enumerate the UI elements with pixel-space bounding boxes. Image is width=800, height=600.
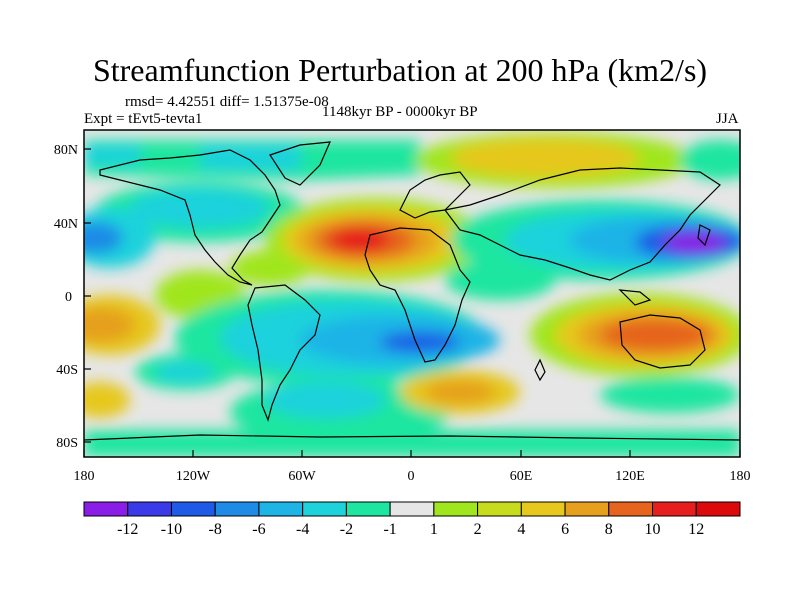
x-tick-label: 60W [288,469,316,484]
y-axis-labels: 80N 40N 0 40S 80S [54,143,78,451]
colorbar-swatch [258,501,304,517]
x-axis-labels: 180 120W 60W 0 60E 120E 180 [74,469,751,484]
colorbar-swatch [695,501,741,517]
colorbar-label: -2 [340,521,353,538]
plot-title: Streamfunction Perturbation at 200 hPa (… [92,52,708,88]
colorbar-label: -4 [296,521,309,538]
coastlines [84,141,740,441]
x-tick-label: 120W [176,469,211,484]
colorbar-swatch [477,501,522,517]
colorbar-label: 10 [645,521,661,538]
colorbar-label: -12 [117,521,138,538]
colorbar-label: -1 [383,521,396,538]
colorbar-swatch [520,501,566,517]
colorbar-swatch [345,501,391,517]
colorbar-swatch [389,501,435,517]
x-tick-label: 180 [74,469,95,484]
colorbar-label: 8 [605,521,613,538]
colorbar-swatch [170,501,216,517]
colorbar-swatch [214,501,260,517]
experiment-label: Expt = tEvt5-tevta1 [84,111,203,127]
colorbar-label: -8 [209,521,222,538]
colorbar-label: 4 [517,521,525,538]
colorbar [83,501,741,517]
y-tick-label: 0 [65,290,72,305]
y-tick-label: 40S [56,363,78,378]
colorbar-swatch [83,501,129,517]
x-tick-label: 60E [510,469,533,484]
colorbar-label: 12 [688,521,704,538]
colorbar-swatch [433,501,479,517]
colorbar-labels: -12 -10 -8 -6 -4 -2 -1 1 2 4 6 8 10 12 [117,521,704,538]
y-tick-label: 80N [54,143,78,158]
colorbar-label: 2 [474,521,482,538]
colorbar-swatch [608,501,654,517]
map-frame [83,129,741,458]
colorbar-swatch [652,501,697,517]
tick-marks [83,148,741,457]
contour-field [84,130,740,457]
colorbar-label: 6 [561,521,569,538]
x-tick-label: 180 [730,469,751,484]
x-tick-label: 0 [408,469,415,484]
season-label: JJA [716,111,739,127]
colorbar-swatch [564,501,610,517]
period-label: 1148kyr BP - 0000kyr BP [322,104,478,120]
y-tick-label: 40N [54,217,78,232]
colorbar-label: 1 [430,521,438,538]
colorbar-label: -10 [161,521,182,538]
colorbar-label: -6 [252,521,265,538]
colorbar-swatch [302,501,347,517]
stats-line: rmsd= 4.42551 diff= 1.51375e-08 [125,94,329,110]
y-tick-label: 80S [56,436,78,451]
colorbar-swatch [127,501,172,517]
x-tick-label: 120E [615,469,645,484]
